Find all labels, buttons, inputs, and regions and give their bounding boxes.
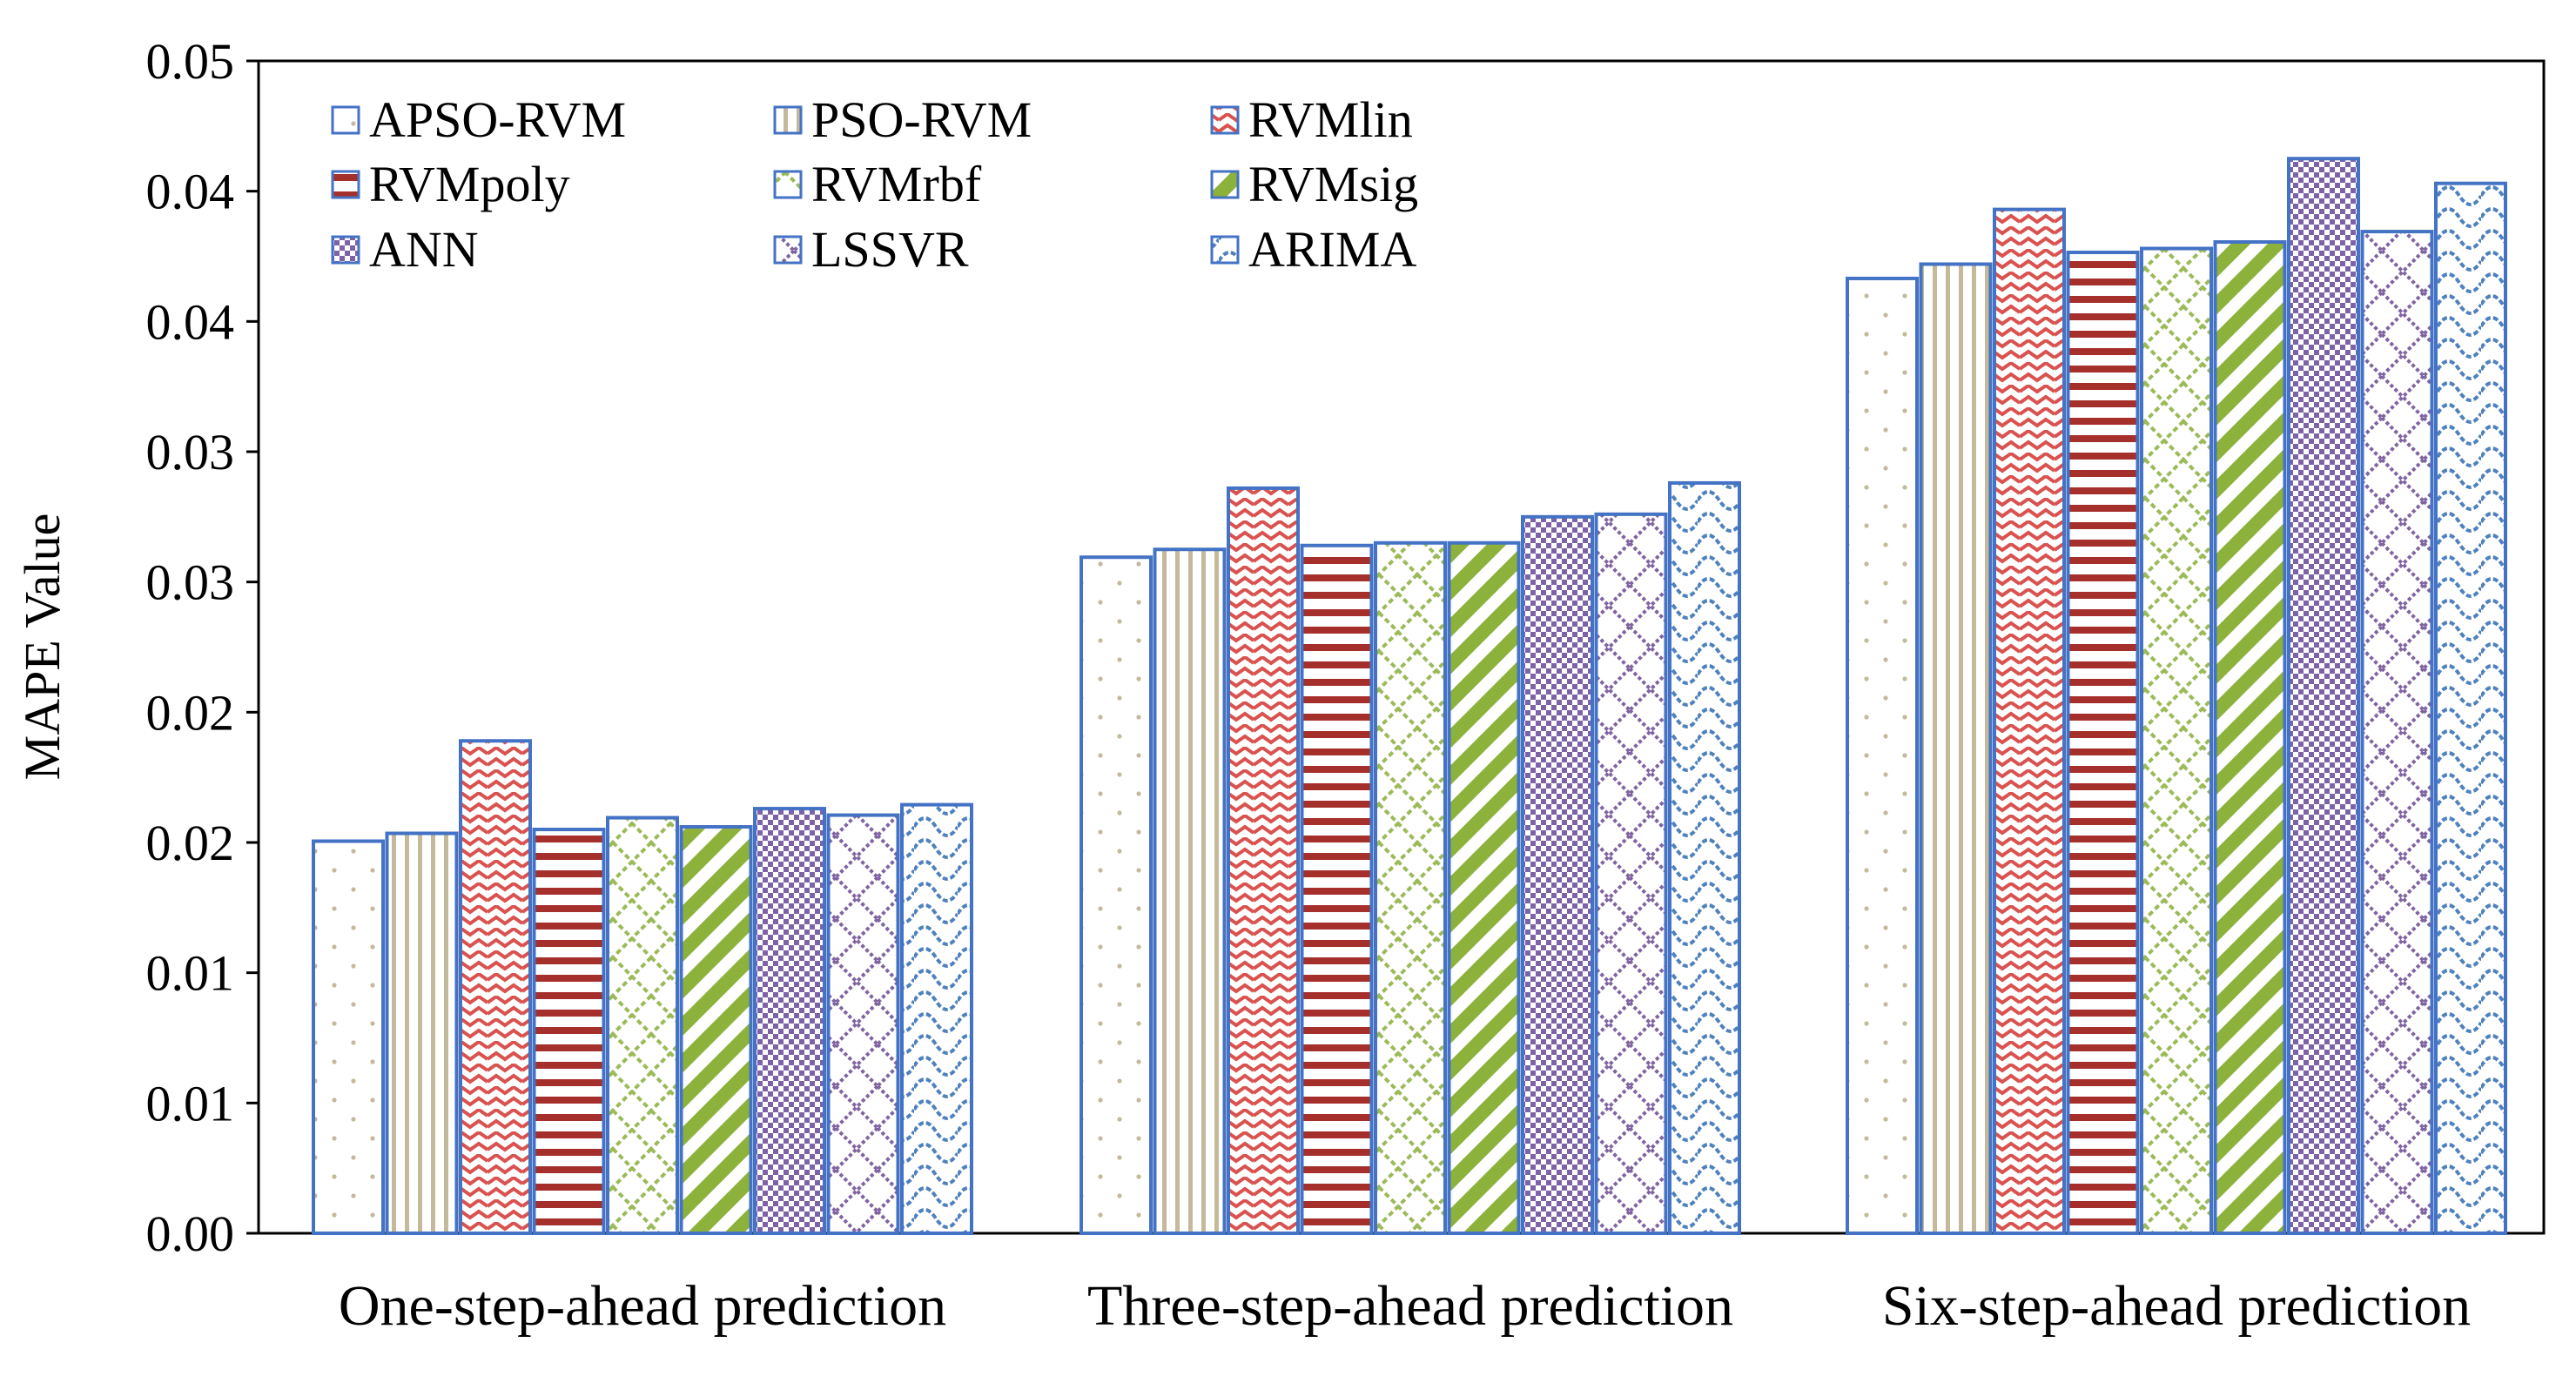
legend-label-rvmpoly: RVMpoly [369,156,570,212]
legend-swatch-rvmsig [1210,170,1240,199]
category-label: Six-step-ahead prediction [1882,1274,2471,1338]
y-tick-label: 0.01 [146,945,235,1002]
bar-rvmlin-2 [1227,486,1300,1235]
bar-pso-rvm-1 [385,831,459,1235]
legend-swatch-rvmrbf [773,170,803,199]
legend: APSO-RVM PSO-RVM RVMlin RVMpoly RVMrbf RVMsig… [331,91,1418,278]
bar-rvmsig-2 [1447,540,1521,1235]
legend-swatch-lssvr [773,235,803,265]
bar-ann-1 [753,807,826,1235]
y-tick-label: 0.03 [146,424,235,480]
legend-label-rvmrbf: RVMrbf [811,156,982,212]
bar-lssvr-2 [1594,512,1668,1235]
bar-arima-1 [900,802,973,1235]
legend-label-pso-rvm: PSO-RVM [811,91,1032,148]
y-tick-label: 0.02 [146,815,235,871]
y-tick-label: 0.02 [146,684,235,741]
bar-rvmlin-1 [459,739,532,1235]
bar-apso-rvm-1 [312,839,385,1236]
y-tick-label: 0.04 [146,293,235,350]
y-tick-label: 0.01 [146,1075,235,1131]
legend-swatch-arima [1210,235,1240,265]
bar-rvmlin-3 [1993,207,2066,1235]
legend-label-rvmsig: RVMsig [1248,156,1418,212]
bar-rvmrbf-2 [1374,540,1447,1235]
y-tick-label: 0.03 [146,554,235,611]
bar-rvmpoly-1 [532,828,606,1235]
bar-lssvr-1 [826,813,900,1235]
legend-label-apso-rvm: APSO-RVM [369,91,626,148]
y-axis: 0.00 0.01 0.01 0.02 0.02 0.03 0.03 0.04 0.04 0.05 [146,33,259,1262]
bar-pso-rvm-2 [1153,547,1227,1235]
bar-lssvr-3 [2360,230,2434,1235]
legend-swatch-rvmlin [1210,105,1240,135]
x-axis: One-step-ahead prediction Three-step-ahea… [339,1274,2471,1338]
bar-rvmsig-3 [2213,240,2287,1236]
legend-swatch-pso-rvm [773,105,803,135]
legend-label-rvmlin: RVMlin [1248,91,1413,148]
bar-rvmrbf-1 [606,816,679,1236]
bar-rvmpoly-2 [1300,543,1374,1235]
bar-rvmrbf-3 [2140,246,2213,1235]
legend-label-lssvr: LSSVR [811,221,969,278]
legend-label-arima: ARIMA [1248,221,1416,278]
bar-apso-rvm-3 [1846,276,1919,1235]
y-tick-label: 0.04 [146,164,235,220]
bar-arima-3 [2434,181,2507,1236]
y-tick-label: 0.05 [146,33,235,90]
bar-pso-rvm-3 [1919,262,1993,1236]
bar-apso-rvm-2 [1079,555,1153,1235]
bar-ann-2 [1521,514,1594,1235]
legend-swatch-ann [331,235,360,265]
legend-swatch-apso-rvm [331,105,360,135]
category-label: Three-step-ahead prediction [1087,1274,1733,1338]
legend-label-ann: ANN [369,221,479,278]
bars-layer [312,157,2507,1236]
y-axis-title: MAPE Value [14,513,71,781]
bar-rvmsig-1 [679,825,753,1235]
bar-ann-3 [2287,157,2360,1235]
bar-arima-2 [1668,480,1741,1235]
bar-rvmpoly-3 [2066,251,2140,1235]
legend-swatch-rvmpoly [331,170,360,199]
y-tick-label: 0.00 [146,1205,235,1262]
category-label: One-step-ahead prediction [339,1274,946,1338]
